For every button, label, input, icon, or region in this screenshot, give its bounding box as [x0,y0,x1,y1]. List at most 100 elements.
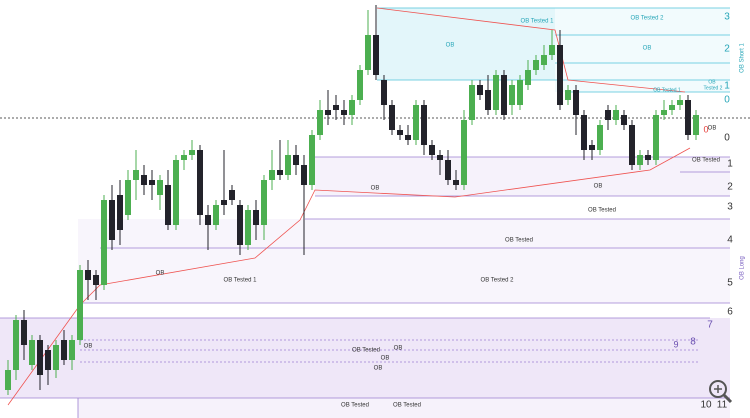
candle-body [661,110,667,115]
candle-body [685,100,691,135]
candle-body [429,145,435,155]
trend-line [7,147,691,406]
candle-body [613,110,619,120]
candle-body [109,200,115,240]
candle-body [29,340,35,365]
candle-body [317,110,323,135]
candle-body [341,110,347,115]
candle-body [197,150,203,215]
demand-zone [315,157,730,196]
candle-body [5,370,11,390]
candle-body [405,135,411,140]
candle-body [389,105,395,130]
candle-body [525,70,531,85]
candle-body [13,320,19,370]
candle-body [293,155,299,165]
annotation: OB [708,79,716,85]
annotation: OB Tested 1 [653,87,681,93]
annotation: 8 [690,337,696,348]
candle-body [189,150,195,155]
candle-body [69,340,75,360]
candle-body [101,200,107,285]
demand-zone [78,398,730,418]
candle-body [669,105,675,110]
candle-body [485,90,491,110]
annotation: 3 [727,202,733,213]
annotation: 0 [703,124,708,134]
annotation: OB [446,43,455,49]
demand-zone [78,219,730,303]
candle-body [517,80,523,105]
candle-body [509,85,515,105]
candle-body [445,160,451,180]
demand-zone [0,318,730,398]
annotation: OB Tested 1 [224,278,258,284]
candle-body [125,180,131,215]
annotation: OB [371,186,380,192]
candle-body [541,55,547,65]
candle-body [349,100,355,115]
annotation: 2 [724,44,730,55]
annotation: 6 [727,307,733,318]
candle-body [549,45,555,55]
candle-body [653,115,659,160]
annotation: OB Tested 2 [481,278,515,284]
candle-body [77,270,83,340]
annotation: 4 [727,235,733,246]
annotation: OB Tested 2 [631,16,665,22]
candle-body [53,345,59,370]
annotation: OB Tested [352,348,380,354]
candle-body [165,185,171,225]
zoom-icon[interactable] [709,380,733,404]
candle-body [85,270,91,280]
candle-body [693,115,699,135]
candle-body [133,170,139,180]
annotation: OB [708,126,717,132]
candle-body [381,80,387,105]
annotation: 0 [724,95,730,106]
candle-body [637,155,643,165]
candle-body [237,205,243,245]
annotation: OB [374,366,383,372]
candle-body [597,125,603,150]
candle-body [285,155,291,175]
candle-body [21,320,27,345]
candle-body [173,160,179,225]
candle-body [261,180,267,225]
zoom-icon-lens[interactable] [709,380,727,398]
candle-body [61,340,67,360]
annotation: OB Tested [588,208,616,214]
candle-body [461,120,467,185]
candle-body [221,200,227,205]
annotation: 0 [724,133,730,144]
annotation: 9 [673,339,678,349]
candle-body [325,110,331,115]
candle-body [157,180,163,195]
candle-body [253,210,259,225]
zoom-icon-handle[interactable] [722,393,733,404]
annotation: 1 [724,81,730,92]
candle-body [565,90,571,100]
candle-body [493,75,499,110]
candle-body [469,85,475,120]
annotation: OB Tested 1 [521,19,555,25]
candle-body [677,100,683,105]
annotation: 11 [717,400,728,411]
annotation: OB Long [740,256,746,280]
candle-body [181,155,187,160]
candle-body [309,135,315,185]
annotation: 3 [724,12,730,23]
annotation: 7 [707,320,713,331]
annotation: OB [84,344,93,350]
annotation: 5 [727,278,733,289]
annotation: OB Short 1 [740,43,746,73]
candle-body [213,205,219,225]
candle-body [333,105,339,110]
candle-body [421,105,427,145]
candle-body [149,180,155,185]
candle-body [437,155,443,160]
candle-body [477,85,483,95]
zones [0,7,750,418]
candle-body [357,70,363,100]
